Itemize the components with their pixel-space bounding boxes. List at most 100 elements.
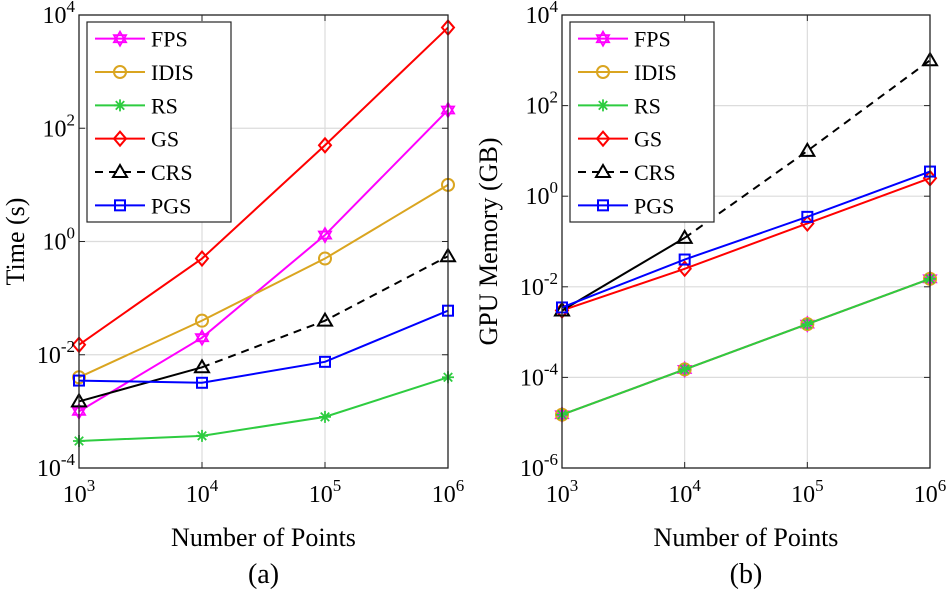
data-point-triangle [316,311,334,327]
y-tick-label: 104 [526,0,559,29]
legend-marker-asterisk [597,99,609,112]
y-tick-label: 102 [43,110,76,142]
legend-item-fps: FPS [578,27,671,52]
series-line-solid [78,366,203,403]
x-axis-label: Number of Points [171,523,356,552]
series-line [561,170,931,309]
x-tick-label: 103 [546,476,579,508]
legend-label: CRS [634,160,676,185]
legend-marker-diamond [112,130,128,148]
legend-marker-square [114,199,126,212]
legend-item-pgs: PGS [95,193,191,218]
legend-marker-hexagram [595,29,611,48]
series-line [78,109,449,413]
data-point-square [678,253,691,266]
data-point-square [196,376,208,389]
y-tick-label: 10-2 [520,269,558,301]
y-tick-label: 10-6 [520,450,558,482]
axes-box [561,14,931,469]
series-line [78,376,449,442]
legend-item-crs: CRS [578,160,676,185]
y-tick-label: 10-4 [520,359,559,391]
legend-label: FPS [634,27,671,52]
legend-marker-asterisk [114,99,126,112]
x-tick-label: 105 [791,476,824,508]
data-point-diamond [317,136,333,154]
legend-item-idis: IDIS [95,60,194,85]
series-line [561,277,931,416]
data-point-asterisk [801,318,814,331]
legend-label: CRS [151,160,193,185]
legend-marker-triangle [111,163,129,178]
legend-label: PGS [151,193,191,218]
data-point-asterisk [319,410,331,423]
data-point-diamond [677,260,692,278]
legend-item-crs: CRS [95,160,193,185]
series-line [78,309,449,384]
legend-item-pgs: PGS [578,193,674,218]
series-line-dashed [684,59,931,239]
legend: FPS IDIS RS GS CRS PGS [569,21,715,223]
legend-marker-hexagram [112,29,128,48]
series-line [561,177,931,312]
legend-marker-diamond [595,130,611,148]
legend-label: GS [151,127,179,152]
legend-item-fps: FPS [95,27,188,52]
legend-item-gs: GS [578,127,662,152]
x-tick-label: 106 [432,476,465,508]
legend-box [569,21,715,223]
legend-marker-circle [113,65,127,79]
data-point-asterisk [678,363,691,376]
data-point-square [319,355,331,368]
legend-item-rs: RS [95,93,178,118]
legend-marker-circle [596,65,610,79]
legend-label: RS [634,93,661,118]
legend-label: GS [634,127,662,152]
legend-label: PGS [634,193,674,218]
legend-item-gs: GS [95,127,179,152]
y-tick-label: 100 [526,178,559,210]
y-tick-label: 10-2 [37,337,75,369]
panel-caption: (b) [730,559,763,590]
x-tick-label: 103 [63,476,96,508]
x-tick-label: 106 [914,476,947,508]
series-line-solid [561,237,686,312]
data-point-circle [318,251,332,266]
legend-marker-square [597,199,609,212]
panel-caption: (a) [248,559,279,590]
data-point-triangle [798,141,817,157]
data-point-hexagram [317,226,333,244]
ticks [78,14,449,469]
legend-label: FPS [151,27,188,52]
series-rs [73,371,454,447]
series-pgs [73,304,454,389]
y-tick-label: 104 [43,0,76,29]
legend-label: IDIS [634,60,677,85]
y-axis-label: GPU Memory (GB) [474,138,503,346]
data-point-asterisk [196,429,208,442]
x-tick-label: 104 [186,476,219,508]
legend-label: IDIS [151,60,194,85]
series-line [78,26,449,346]
chart-panel-a: 103 104 105 106 10-4 10-2 100 102 104 Number of P… [1,0,464,590]
data-point-diamond [194,250,210,268]
legend: FPS IDIS RS GS CRS PGS [86,21,232,223]
legend-item-rs: RS [578,93,661,118]
x-axis-label: Number of Points [654,523,839,552]
data-point-hexagram [194,328,210,347]
chart-panel-b: 103 104 105 106 10-6 10-4 10-2 100 102 104 Number … [474,0,946,590]
data-point-triangle [193,358,211,374]
legend-label: RS [151,93,178,118]
data-point-circle [195,313,209,328]
y-tick-label: 10-4 [37,450,76,482]
data-point-square [801,210,814,223]
y-tick-label: 102 [526,88,559,120]
series-line-dashed [201,255,449,369]
x-tick-label: 104 [668,476,701,508]
legend-item-idis: IDIS [578,60,677,85]
y-tick-label: 100 [43,224,76,256]
x-tick-label: 105 [309,476,342,508]
legend-box [86,21,232,223]
data-point-triangle [675,228,694,244]
